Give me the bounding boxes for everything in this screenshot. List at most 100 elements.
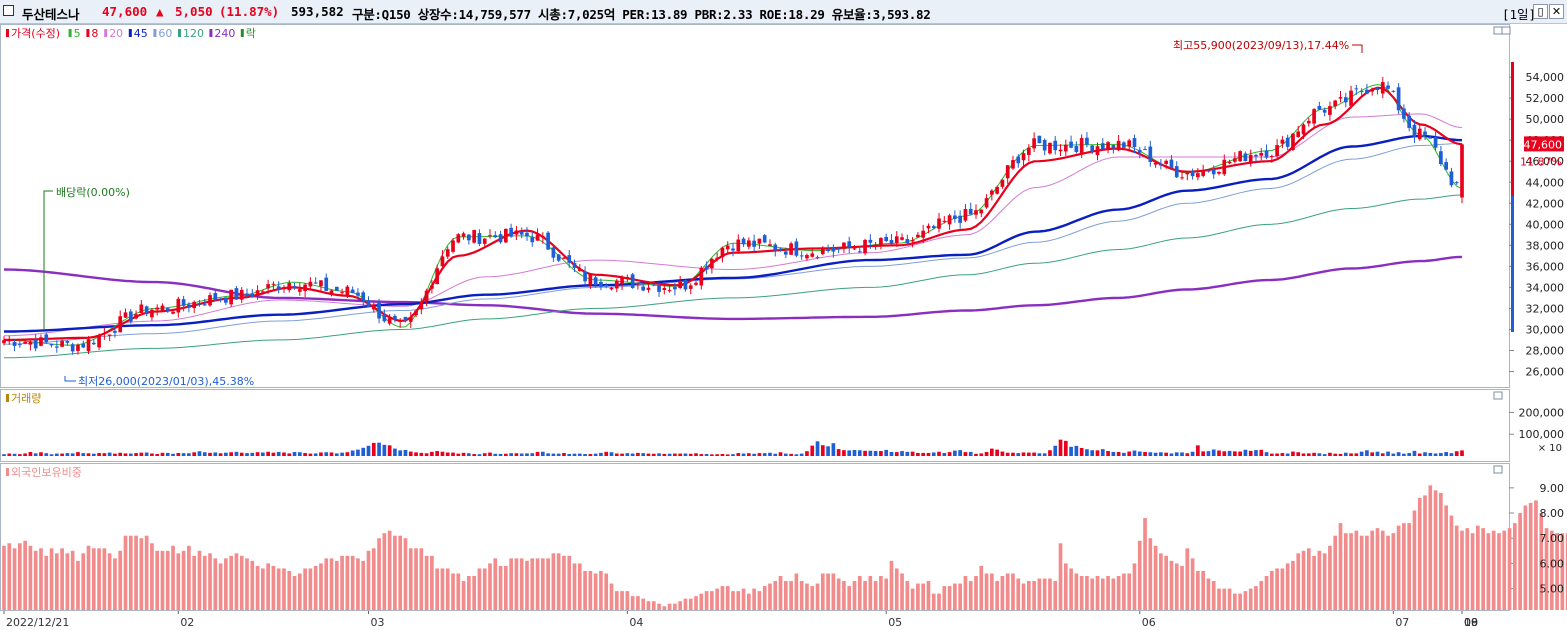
candle-body [720, 247, 725, 258]
foreign-ratio-bar [1375, 528, 1380, 610]
foreign-ratio-bar [894, 568, 899, 610]
foreign-ratio-bar [900, 573, 904, 610]
foreign-ratio-bar [387, 530, 392, 610]
candle-body [694, 282, 698, 285]
candle-body [625, 277, 630, 279]
foreign-ratio-bar [1280, 568, 1285, 610]
foreign-ratio-bar [984, 573, 989, 610]
volume-bar [1196, 445, 1200, 456]
close-button[interactable]: ✕ [1549, 4, 1564, 19]
volume-bar [1412, 450, 1417, 456]
foreign-ratio-bar [150, 543, 154, 610]
candle-body [1233, 158, 1237, 162]
volume-bar [768, 452, 772, 456]
foreign-ratio-bar [467, 576, 471, 610]
foreign-ratio-bar [731, 591, 735, 610]
legend-swatch [104, 29, 108, 37]
foreign-ratio-bar [715, 588, 719, 610]
volume-bar [435, 451, 440, 456]
candle-body [424, 290, 429, 302]
foreign-ratio-bar [229, 555, 233, 610]
volume-bar [725, 454, 730, 456]
candle-body [937, 218, 941, 229]
volume-bar [128, 453, 133, 456]
volume-bar [1243, 449, 1248, 456]
foreign-ratio-bar [403, 538, 408, 610]
volume-bar [1005, 452, 1010, 456]
foreign-ratio-bar [292, 576, 297, 610]
vol-panel-frame [0, 389, 1510, 462]
candle-body [567, 255, 572, 263]
x-tick-label: 02 [180, 616, 194, 629]
candle-body [414, 310, 418, 316]
foreign-ratio-bar [1439, 492, 1443, 610]
volume-bar [1354, 453, 1359, 456]
volume-multiplier: × 10 [1538, 443, 1562, 454]
foreign-ratio-bar [783, 581, 788, 610]
candle-body [1185, 173, 1190, 175]
foreign-ratio-bar [1021, 583, 1026, 610]
price-y-tick-label: 52,000 [1526, 92, 1565, 105]
price-y-tick-label: 30,000 [1526, 323, 1565, 336]
candle-body [673, 286, 677, 290]
volume-bar [493, 453, 498, 456]
x-tick-label: 2022/12/21 [6, 616, 69, 629]
foreign-ratio-bar [556, 553, 561, 610]
volume-bar [651, 453, 656, 456]
candle-body [979, 209, 984, 214]
select-checkbox[interactable] [3, 5, 14, 16]
candle-body [197, 303, 202, 305]
candle-body [747, 240, 751, 247]
restore-button[interactable]: ▯ [1533, 4, 1548, 19]
candle-body [651, 284, 656, 286]
candle-body [482, 238, 487, 244]
foreign-ratio-bar [525, 560, 529, 610]
candle-body [773, 244, 778, 251]
foreign-ratio-bar [1365, 535, 1369, 610]
price-change-pct: (11.87%) [219, 4, 280, 19]
volume-bar [398, 450, 403, 456]
price-y-tick-label: 36,000 [1526, 260, 1565, 273]
foreign-ratio-bar [651, 601, 656, 610]
foreign-ratio-bar [646, 601, 651, 610]
candle-body [218, 298, 223, 300]
legend-item-8: 락 [246, 27, 256, 40]
foreign-ratio-bar [636, 596, 640, 610]
foreign-ratio-bar [694, 596, 698, 610]
foreign-ratio-bar [789, 581, 793, 610]
candle-body [1349, 90, 1353, 106]
volume-bar [937, 451, 941, 456]
volume-bar [546, 453, 550, 456]
candle-body [155, 307, 160, 310]
volume-bar [155, 454, 160, 456]
candle-body [583, 271, 587, 282]
volume-bar [525, 453, 529, 456]
candle-body [641, 286, 646, 291]
candle-body [1116, 140, 1121, 151]
fr-y-tick-label: 7.00 [1540, 532, 1565, 545]
candle-body [1122, 142, 1126, 148]
price-y-tick-label: 38,000 [1526, 239, 1565, 252]
vol-panel-menu-icon [1493, 391, 1503, 400]
volume-bar [583, 453, 587, 456]
price-y-tick-label: 44,000 [1526, 176, 1565, 189]
foreign-ratio-bar [28, 545, 33, 610]
chart-area[interactable]: 26,000 28,000 30,000 32,000 34,000 36,000 38,0… [0, 24, 1567, 630]
vol-y-tick-label: 100,000 [1519, 428, 1565, 441]
candle-body [847, 241, 852, 248]
foreign-ratio-bar [1481, 528, 1485, 610]
volume-bar [366, 445, 371, 456]
foreign-ratio-bar [261, 568, 265, 610]
volume-bar [70, 453, 75, 456]
candle-body [229, 289, 233, 305]
candle-body [609, 287, 614, 290]
candle-body [667, 290, 672, 292]
volume-bar [271, 452, 276, 456]
volume-bar [1174, 452, 1179, 456]
period-selector[interactable]: [1일] [1502, 7, 1537, 22]
foreign-ratio-bar [245, 558, 249, 610]
volume-bar [102, 453, 107, 456]
foreign-ratio-bar [1137, 540, 1142, 610]
candle-body [1174, 166, 1179, 178]
high-annotation: 최고55,900(2023/09/13),17.44% [1173, 39, 1349, 52]
